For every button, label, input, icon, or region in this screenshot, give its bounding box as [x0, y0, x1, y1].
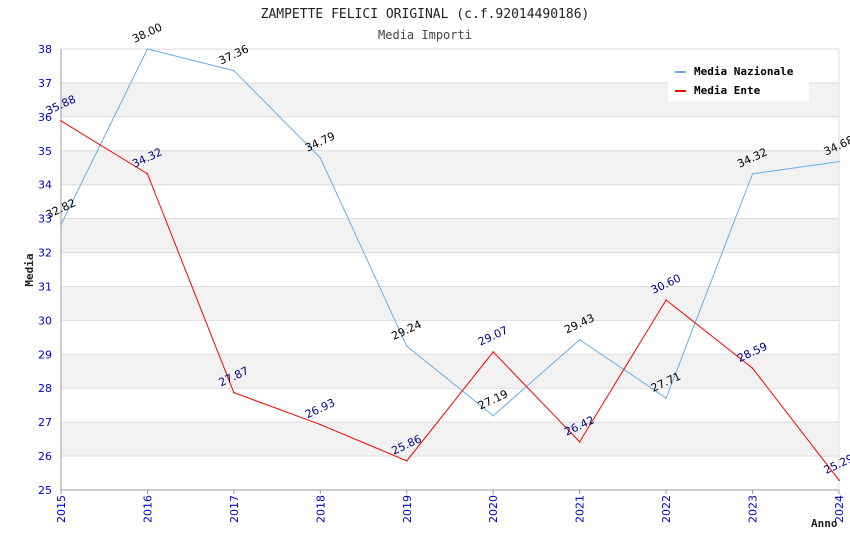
- grid-band: [61, 422, 839, 457]
- legend-box: [668, 60, 809, 101]
- x-tick-label: 2015: [55, 495, 68, 523]
- data-point: [405, 460, 408, 462]
- x-tick-label: 2022: [660, 495, 673, 523]
- x-tick-label: 2018: [314, 495, 327, 523]
- data-label: 38.00: [130, 21, 164, 46]
- chart-title: ZAMPETTE FELICI ORIGINAL (c.f.9201449018…: [261, 7, 590, 22]
- data-point: [60, 223, 62, 226]
- data-point: [492, 351, 495, 353]
- data-point: [838, 160, 840, 163]
- data-point: [319, 157, 322, 159]
- data-label: 27.19: [476, 387, 510, 412]
- series-line: [60, 120, 840, 481]
- chart-subtitle: Media Importi: [378, 28, 472, 42]
- y-tick-labels: 25 26 27 28 29 30 31 32 33 34 35 36 37 38: [38, 43, 52, 497]
- grid-band: [61, 354, 839, 389]
- data-point: [233, 391, 235, 394]
- series-line: [60, 48, 840, 417]
- y-tick-label: 36: [38, 111, 52, 124]
- y-tick-label: 31: [38, 280, 52, 293]
- x-axis-label: Anno: [811, 517, 838, 530]
- x-tick-label: 2023: [747, 495, 760, 523]
- legend: Media Nazionale Media Ente: [668, 60, 809, 101]
- y-tick-label: 32: [38, 247, 52, 260]
- data-label: 37.36: [217, 42, 251, 67]
- data-point: [578, 338, 581, 341]
- data-point: [319, 423, 322, 426]
- data-label: 29.24: [390, 318, 424, 343]
- data-point: [233, 69, 235, 72]
- x-tick-label: 2016: [141, 495, 154, 523]
- data-point: [838, 479, 840, 481]
- y-tick-label: 25: [38, 484, 52, 497]
- y-tick-label: 34: [38, 179, 52, 192]
- data-point: [665, 299, 667, 301]
- grid-band: [61, 150, 839, 185]
- data-label: 26.93: [303, 396, 337, 421]
- y-tick-label: 38: [38, 43, 52, 56]
- y-tick-label: 29: [38, 348, 52, 361]
- axes: [60, 49, 840, 494]
- legend-item: Media Ente: [694, 84, 761, 97]
- data-point: [492, 414, 495, 417]
- data-point: [751, 367, 754, 370]
- x-tick-label: 2020: [487, 495, 500, 523]
- y-tick-label: 27: [38, 416, 52, 429]
- data-point: [665, 397, 667, 399]
- x-tick-labels: 2015 2016 2017 2018 2019 2020 2021 2022 2023 2024: [55, 495, 846, 523]
- grid-band: [61, 218, 839, 253]
- data-point: [405, 345, 408, 347]
- y-tick-label: 30: [38, 314, 52, 327]
- data-point: [751, 173, 754, 175]
- gridlines: [61, 48, 839, 491]
- y-tick-label: 37: [38, 77, 52, 90]
- x-tick-label: 2024: [833, 495, 846, 523]
- series-lines: [60, 48, 840, 481]
- data-point: [578, 441, 581, 443]
- data-point: [146, 173, 149, 175]
- y-tick-label: 26: [38, 450, 52, 463]
- data-point: [60, 120, 62, 122]
- data-label: 29.07: [476, 324, 510, 349]
- y-axis-label: Media: [23, 253, 36, 286]
- grid-band: [61, 286, 839, 321]
- data-point: [146, 48, 149, 50]
- legend-item: Media Nazionale: [694, 65, 794, 78]
- y-tick-label: 33: [38, 213, 52, 226]
- grid-bands: [61, 82, 839, 457]
- y-tick-label: 28: [38, 382, 52, 395]
- x-tick-label: 2021: [574, 495, 587, 523]
- x-tick-label: 2019: [401, 495, 414, 523]
- x-tick-label: 2017: [228, 495, 241, 523]
- y-tick-label: 35: [38, 145, 52, 158]
